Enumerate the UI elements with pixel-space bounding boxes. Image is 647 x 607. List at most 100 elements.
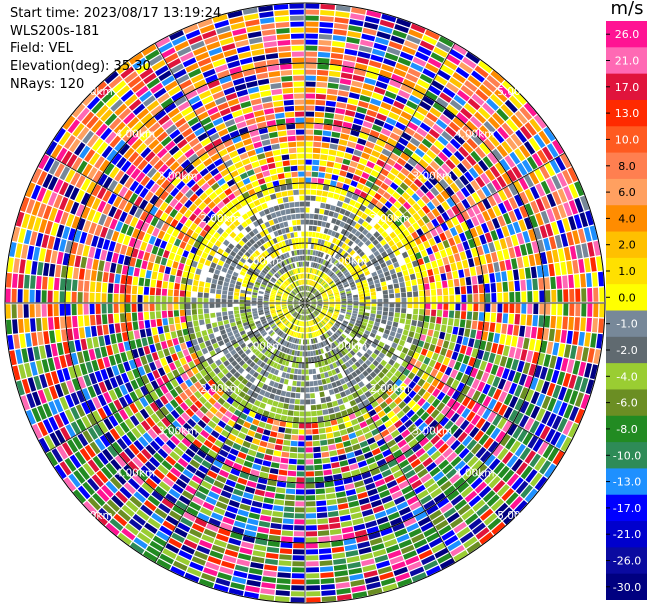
velocity-gate xyxy=(261,348,267,354)
velocity-gate xyxy=(130,379,139,390)
velocity-gate xyxy=(175,500,188,511)
velocity-gate xyxy=(450,494,464,506)
velocity-gate xyxy=(269,304,275,307)
velocity-gate xyxy=(389,303,395,308)
velocity-gate xyxy=(368,189,377,197)
velocity-gate xyxy=(352,338,358,344)
velocity-gate xyxy=(308,315,311,320)
velocity-gate xyxy=(284,506,295,513)
velocity-gate xyxy=(294,332,298,338)
velocity-gate xyxy=(21,378,31,394)
velocity-gate xyxy=(347,494,358,502)
velocity-gate xyxy=(578,331,585,346)
velocity-gate xyxy=(445,349,453,359)
velocity-gate xyxy=(328,308,334,311)
velocity-gate xyxy=(371,414,380,422)
velocity-gate xyxy=(301,333,304,339)
velocity-gate xyxy=(222,401,231,410)
velocity-gate xyxy=(393,566,408,576)
velocity-gate xyxy=(234,310,240,315)
velocity-gate xyxy=(455,371,464,382)
velocity-gate xyxy=(350,180,358,188)
velocity-gate xyxy=(323,318,328,323)
velocity-gate xyxy=(371,303,377,307)
velocity-gate xyxy=(59,239,67,252)
velocity-gate xyxy=(336,417,344,424)
velocity-gate xyxy=(114,273,121,284)
velocity-gate xyxy=(441,211,450,222)
velocity-gate xyxy=(277,572,291,578)
velocity-gate xyxy=(324,475,334,482)
velocity-gate xyxy=(89,372,98,385)
velocity-gate xyxy=(232,353,240,360)
velocity-gate xyxy=(295,501,305,507)
velocity-gate xyxy=(161,296,167,303)
velocity-gate xyxy=(42,419,54,434)
velocity-gate xyxy=(293,411,300,417)
velocity-gate xyxy=(329,450,338,457)
velocity-gate xyxy=(450,369,458,379)
velocity-gate xyxy=(292,311,297,316)
velocity-gate xyxy=(407,67,421,78)
velocity-gate xyxy=(160,406,170,416)
velocity-gate xyxy=(222,311,228,316)
velocity-gate xyxy=(421,401,431,411)
velocity-gate xyxy=(451,379,460,390)
velocity-gate xyxy=(291,579,305,585)
velocity-gate xyxy=(295,306,300,310)
velocity-gate xyxy=(468,495,482,507)
velocity-gate xyxy=(65,354,73,367)
velocity-gate xyxy=(297,447,305,453)
velocity-gate xyxy=(134,411,145,423)
velocity-gate xyxy=(515,110,528,125)
velocity-gate xyxy=(530,266,537,279)
velocity-gate xyxy=(120,244,128,255)
velocity-gate xyxy=(405,187,415,197)
velocity-gate xyxy=(530,377,539,390)
velocity-gate xyxy=(368,462,378,471)
velocity-gate xyxy=(345,109,356,117)
velocity-gate xyxy=(479,125,492,138)
velocity-gate xyxy=(305,195,311,201)
velocity-gate xyxy=(278,560,292,566)
velocity-gate xyxy=(307,273,310,279)
velocity-gate xyxy=(349,573,364,581)
velocity-gate xyxy=(431,542,446,554)
velocity-gate xyxy=(466,541,481,554)
velocity-gate xyxy=(143,311,150,320)
velocity-gate xyxy=(240,342,247,349)
velocity-gate xyxy=(272,315,278,320)
velocity-gate xyxy=(376,314,382,319)
velocity-gate xyxy=(352,518,364,526)
velocity-gate xyxy=(147,261,154,271)
velocity-gate xyxy=(461,294,467,303)
velocity-gate xyxy=(176,416,186,426)
velocity-gate xyxy=(235,396,243,404)
velocity-gate xyxy=(305,423,312,429)
velocity-gate xyxy=(258,312,264,316)
velocity-gate xyxy=(435,225,444,235)
velocity-gate xyxy=(232,342,240,349)
velocity-gate xyxy=(255,332,261,338)
velocity-gate xyxy=(72,267,80,280)
velocity-gate xyxy=(266,316,272,320)
velocity-gate xyxy=(479,142,491,155)
velocity-gate xyxy=(324,339,329,346)
velocity-gate xyxy=(368,531,381,540)
velocity-gate xyxy=(419,303,425,309)
velocity-gate xyxy=(539,460,552,475)
velocity-gate xyxy=(49,263,56,277)
velocity-gate xyxy=(328,330,333,336)
velocity-gate xyxy=(79,363,88,376)
velocity-gate xyxy=(450,262,457,272)
velocity-gate xyxy=(364,576,380,584)
velocity-gate xyxy=(323,283,328,288)
velocity-gate xyxy=(350,341,356,347)
velocity-gate xyxy=(369,363,376,371)
velocity-gate xyxy=(290,324,294,330)
velocity-gate xyxy=(420,494,433,505)
velocity-gate xyxy=(346,247,353,254)
velocity-gate xyxy=(381,367,389,375)
velocity-gate xyxy=(422,426,432,436)
velocity-gate xyxy=(314,344,318,350)
